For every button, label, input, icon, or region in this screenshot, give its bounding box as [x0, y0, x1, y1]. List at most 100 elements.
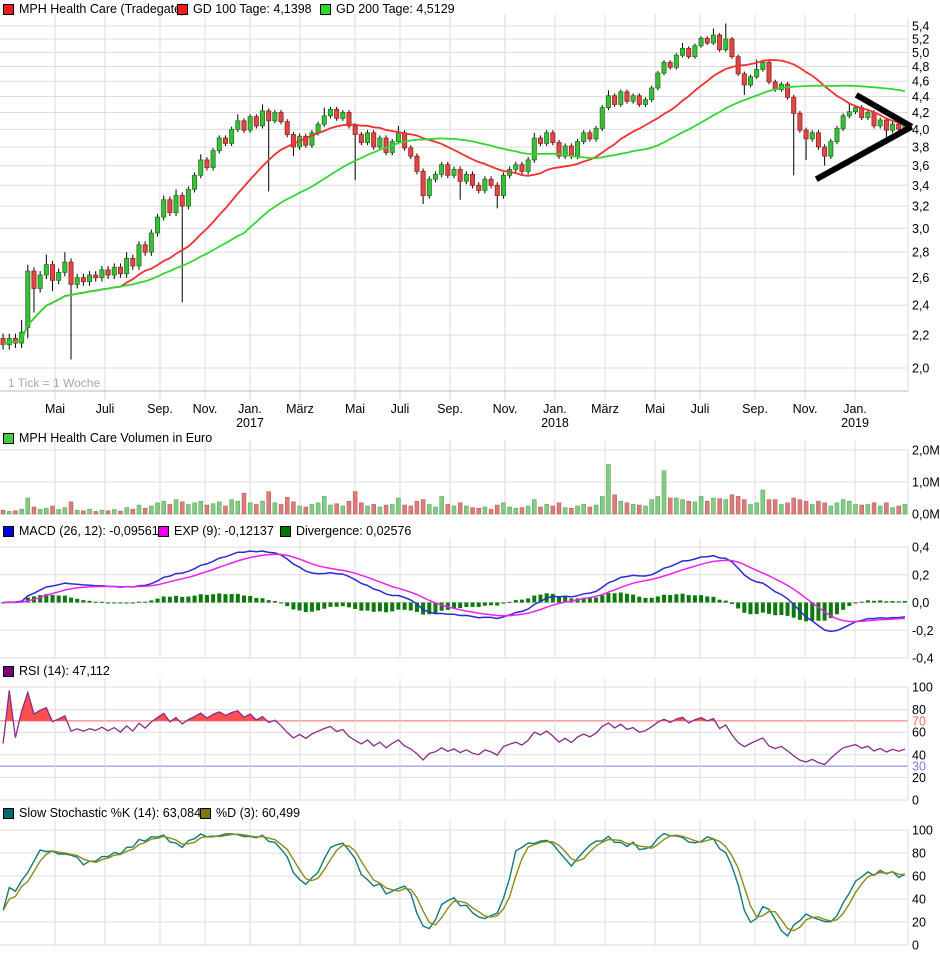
rsi-swatch [3, 665, 14, 677]
legend-item-rsi: RSI (14): 47,112 [3, 664, 110, 678]
svg-text:40: 40 [912, 748, 926, 762]
svg-text:20: 20 [912, 771, 926, 785]
volume-swatch [3, 432, 14, 444]
svg-text:100: 100 [912, 681, 933, 695]
legend-item-macd: MACD (26, 12): -0,09561 [3, 524, 159, 538]
exp-label: EXP (9): -0,12137 [174, 524, 274, 538]
legend-item-instrument: MPH Health Care (Tradegate) [3, 2, 185, 16]
svg-text:2,6: 2,6 [912, 271, 929, 285]
svg-text:3,4: 3,4 [912, 179, 929, 193]
svg-text:Mai: Mai [45, 402, 65, 416]
legend-item-volume: MPH Health Care Volumen in Euro [3, 431, 212, 445]
tick-scale-note: 1 Tick = 1 Woche [8, 376, 101, 390]
svg-text:2,4: 2,4 [912, 299, 929, 313]
volume-panel-legend: MPH Health Care Volumen in Euro [0, 431, 940, 447]
svg-text:März: März [286, 402, 314, 416]
svg-text:80: 80 [912, 703, 926, 717]
gd200-layer [2, 84, 906, 346]
svg-text:60: 60 [912, 726, 926, 740]
svg-text:5,2: 5,2 [912, 32, 929, 46]
svg-text:3,0: 3,0 [912, 222, 929, 236]
svg-text:0,0M: 0,0M [912, 508, 940, 522]
gd200-line [2, 84, 906, 346]
trend-annotation [814, 92, 914, 182]
svg-text:Sep.: Sep. [147, 402, 173, 416]
divergence-label: Divergence: 0,02576 [296, 524, 412, 538]
rsi-overbought-fill [3, 690, 905, 721]
svg-text:80: 80 [912, 847, 926, 861]
macd-swatch [3, 525, 14, 537]
svg-text:Nov.: Nov. [793, 402, 818, 416]
svg-text:Mai: Mai [645, 402, 665, 416]
svg-text:2017: 2017 [236, 416, 264, 430]
svg-text:-0,4: -0,4 [912, 652, 934, 666]
macd-panel-legend: MACD (26, 12): -0,09561 EXP (9): -0,1213… [0, 524, 940, 540]
gd100-layer [2, 59, 906, 346]
svg-text:4,0: 4,0 [912, 123, 929, 137]
svg-text:Sep.: Sep. [437, 402, 463, 416]
svg-text:März: März [591, 402, 619, 416]
series-swatch [3, 3, 14, 15]
stoch-k-label: Slow Stochastic %K (14): 63,084 [19, 806, 202, 820]
rsi-label: RSI (14): 47,112 [19, 664, 110, 678]
gd100-label: GD 100 Tage: 4,1398 [193, 2, 312, 16]
legend-item-stoch-d: %D (3): 60,499 [200, 806, 300, 820]
instrument-label: MPH Health Care (Tradegate) [19, 2, 186, 16]
svg-text:3,8: 3,8 [912, 140, 929, 154]
svg-text:0,4: 0,4 [912, 541, 929, 555]
svg-text:0: 0 [912, 939, 919, 953]
svg-text:0,2: 0,2 [912, 568, 929, 582]
svg-text:Jan.: Jan. [238, 402, 262, 416]
gd100-swatch [177, 3, 188, 15]
rsi-panel-legend: RSI (14): 47,112 [0, 664, 940, 680]
divergence-histogram [1, 592, 907, 622]
axis-labels: 5,45,25,04,84,64,4 4,2 4,0 3,8 3,6 3,4 3,2 3,0 2… [45, 20, 940, 953]
svg-text:Juli: Juli [96, 402, 115, 416]
svg-text:2,8: 2,8 [912, 246, 929, 260]
svg-text:Nov.: Nov. [493, 402, 518, 416]
svg-text:4,6: 4,6 [912, 75, 929, 89]
svg-text:2,2: 2,2 [912, 329, 929, 343]
svg-text:70: 70 [912, 714, 926, 728]
svg-text:Jan.: Jan. [843, 402, 867, 416]
legend-item-gd200: GD 200 Tage: 4,5129 [320, 2, 455, 16]
candlestick-layer [0, 23, 908, 360]
svg-text:Sep.: Sep. [742, 402, 768, 416]
svg-text:3,6: 3,6 [912, 159, 929, 173]
gd200-swatch [320, 3, 331, 15]
svg-text:30: 30 [912, 760, 926, 774]
rsi-layer [2, 690, 906, 766]
macd-label: MACD (26, 12): -0,09561 [19, 524, 159, 538]
svg-text:60: 60 [912, 870, 926, 884]
svg-text:3,2: 3,2 [912, 200, 929, 214]
stoch-k-line [2, 832, 906, 938]
volume-bars [0, 464, 908, 515]
stoch-d-label: %D (3): 60,499 [216, 806, 301, 820]
macd-line [3, 550, 905, 633]
macd-lines [3, 550, 905, 633]
legend-item-exp: EXP (9): -0,12137 [158, 524, 274, 538]
price-panel-legend: MPH Health Care (Tradegate) GD 100 Tage:… [0, 2, 940, 18]
rsi-line [2, 690, 906, 766]
svg-text:2,0M: 2,0M [912, 444, 940, 458]
svg-text:5,4: 5,4 [912, 20, 929, 34]
svg-text:40: 40 [912, 893, 926, 907]
svg-text:5,0: 5,0 [912, 46, 929, 60]
svg-text:4,8: 4,8 [912, 60, 929, 74]
svg-text:Juli: Juli [391, 402, 410, 416]
legend-item-divergence: Divergence: 0,02576 [280, 524, 411, 538]
exp-swatch [158, 525, 169, 537]
svg-text:100: 100 [912, 824, 933, 838]
svg-text:0,0: 0,0 [912, 596, 929, 610]
stoch-d-line [2, 833, 905, 932]
svg-text:1,0M: 1,0M [912, 476, 940, 490]
svg-text:-0,2: -0,2 [912, 624, 934, 638]
svg-text:2,0: 2,0 [912, 362, 929, 376]
svg-text:0: 0 [912, 794, 919, 808]
stoch-k-swatch [3, 807, 14, 819]
svg-text:4,4: 4,4 [912, 90, 929, 104]
gd200-label: GD 200 Tage: 4,5129 [336, 2, 455, 16]
svg-text:Nov.: Nov. [193, 402, 218, 416]
stochastic-panel-legend: Slow Stochastic %K (14): 63,084 %D (3): … [0, 806, 940, 822]
